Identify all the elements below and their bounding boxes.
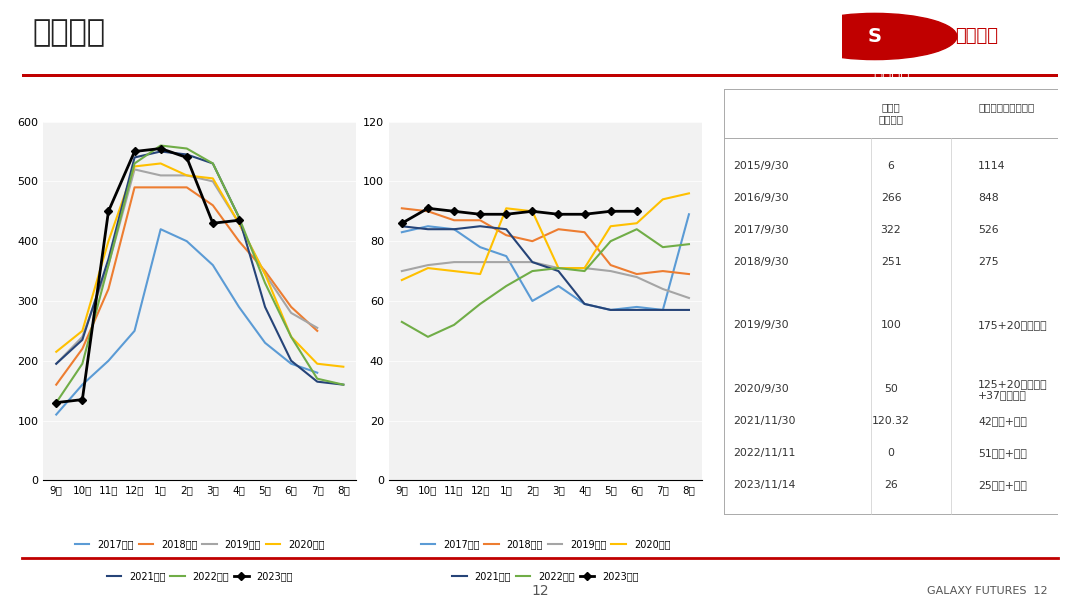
- Circle shape: [793, 13, 957, 60]
- Legend: 2021年度, 2022年度, 2023年度: 2021年度, 2022年度, 2023年度: [448, 568, 643, 586]
- Text: 2021/11/30: 2021/11/30: [733, 416, 796, 426]
- Text: 12: 12: [531, 584, 549, 598]
- Text: 储备库存: 储备库存: [873, 64, 909, 79]
- Text: 2023/11/14: 2023/11/14: [733, 480, 796, 490]
- Text: 266: 266: [880, 193, 902, 202]
- Text: 25万吨+进口: 25万吨+进口: [978, 480, 1027, 490]
- Text: 42万吨+进口: 42万吨+进口: [978, 416, 1027, 426]
- Text: 848: 848: [978, 193, 999, 202]
- Text: 526: 526: [978, 224, 999, 235]
- Text: 6: 6: [888, 161, 894, 171]
- Text: 2017/9/30: 2017/9/30: [733, 224, 789, 235]
- Text: GALAXY FUTURES  12: GALAXY FUTURES 12: [927, 586, 1048, 596]
- Text: 1114: 1114: [978, 161, 1005, 171]
- Text: 银河期货: 银河期货: [955, 27, 998, 46]
- Text: 2018/9/30: 2018/9/30: [733, 257, 789, 266]
- Text: 2022/11/11: 2022/11/11: [733, 448, 796, 458]
- Text: 100: 100: [880, 320, 902, 331]
- Text: 2020/9/30: 2020/9/30: [733, 384, 789, 395]
- Text: S: S: [868, 27, 881, 46]
- Text: 2016/9/30: 2016/9/30: [733, 193, 789, 202]
- Text: 275: 275: [978, 257, 999, 266]
- Text: 125+20（进口）
+37（轮入）: 125+20（进口） +37（轮入）: [978, 379, 1048, 400]
- Text: 棉花商业库存: 棉花商业库存: [173, 100, 227, 116]
- Text: 50: 50: [885, 384, 897, 395]
- Text: 26: 26: [885, 480, 897, 490]
- Text: 251: 251: [880, 257, 902, 266]
- Text: 2015/9/30: 2015/9/30: [733, 161, 789, 171]
- Text: 120.32: 120.32: [872, 416, 910, 426]
- Text: 2019/9/30: 2019/9/30: [733, 320, 789, 331]
- Text: 51万吨+进口: 51万吨+进口: [978, 448, 1027, 458]
- Text: 棉花工业库存: 棉花工业库存: [518, 100, 572, 116]
- Text: 175+20（进口）: 175+20（进口）: [978, 320, 1048, 331]
- Text: 0: 0: [888, 448, 894, 458]
- Legend: 2021年度, 2022年度, 2023年度: 2021年度, 2022年度, 2023年度: [103, 568, 297, 586]
- Text: 棉花库存: 棉花库存: [32, 18, 106, 47]
- Text: 322: 322: [880, 224, 902, 235]
- Text: 国储剩余量（万吨）: 国储剩余量（万吨）: [978, 103, 1035, 112]
- Text: 轮出量
（万吨）: 轮出量 （万吨）: [878, 103, 904, 124]
